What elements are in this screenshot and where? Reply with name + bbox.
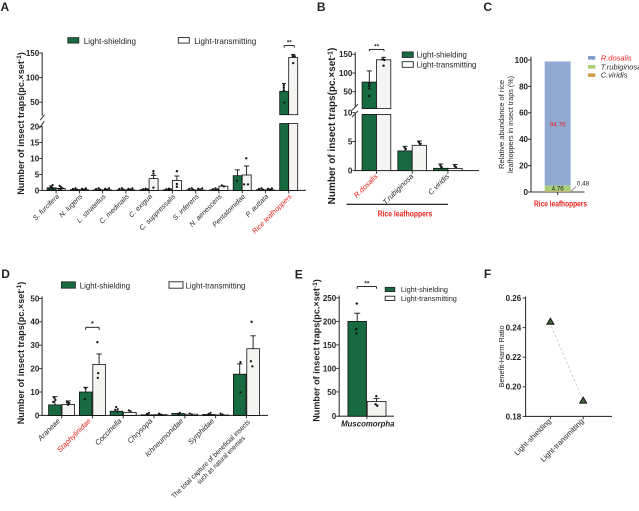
svg-text:0.18: 0.18	[506, 412, 522, 421]
svg-text:150: 150	[26, 49, 40, 58]
svg-text:0.22: 0.22	[506, 353, 522, 362]
svg-text:100: 100	[323, 364, 337, 373]
svg-text:C.viridis: C.viridis	[601, 71, 628, 80]
svg-text:200: 200	[323, 317, 337, 326]
svg-text:A: A	[1, 0, 10, 14]
svg-text:**: **	[364, 280, 370, 287]
svg-text:50: 50	[343, 88, 352, 97]
svg-text:100: 100	[339, 69, 353, 78]
svg-text:*: *	[91, 321, 94, 328]
svg-text:E: E	[295, 268, 303, 282]
svg-text:Light-shielding: Light-shielding	[80, 282, 130, 291]
svg-text:100: 100	[26, 74, 40, 83]
svg-text:5: 5	[348, 137, 353, 146]
svg-text:10: 10	[30, 388, 39, 397]
svg-text:60: 60	[519, 109, 528, 118]
svg-text:20: 20	[30, 122, 39, 131]
svg-text:Light-transmitting: Light-transmitting	[401, 294, 457, 303]
svg-text:50: 50	[30, 294, 39, 303]
svg-text:10: 10	[30, 154, 39, 163]
svg-text:Light-shielding: Light-shielding	[417, 51, 467, 60]
svg-text:D: D	[1, 267, 10, 281]
svg-text:50: 50	[30, 98, 39, 107]
svg-text:10: 10	[343, 109, 352, 118]
svg-text:R.dosalis: R.dosalis	[601, 53, 632, 62]
svg-text:Number of insect traps(pc.×set: Number of insect traps(pc.×set-1)	[16, 52, 26, 195]
svg-text:Light-transmitting: Light-transmitting	[417, 60, 477, 69]
svg-text:Light-transmitting: Light-transmitting	[194, 37, 256, 46]
svg-text:15: 15	[30, 138, 39, 147]
svg-text:30: 30	[30, 341, 39, 350]
svg-text:0: 0	[35, 186, 40, 195]
svg-text:50: 50	[327, 388, 336, 397]
svg-text:Number of insect traps(pc.×set: Number of insect traps(pc.×set-1)	[325, 48, 338, 205]
svg-text:Light-transmitting: Light-transmitting	[186, 282, 246, 291]
svg-text:B: B	[317, 0, 326, 14]
svg-text:40: 40	[30, 318, 39, 327]
svg-text:C: C	[483, 0, 492, 14]
svg-text:0.26: 0.26	[506, 294, 522, 303]
svg-text:40: 40	[519, 135, 528, 144]
svg-text:4.76: 4.76	[552, 185, 565, 192]
svg-text:20: 20	[30, 365, 39, 374]
svg-text:**: **	[287, 40, 292, 47]
svg-text:0.48: 0.48	[577, 181, 590, 188]
svg-text:0: 0	[524, 188, 529, 197]
svg-text:Rice leafhoppers: Rice leafhoppers	[534, 200, 588, 209]
svg-text:Number of insect traps(pc.×set: Number of insect traps(pc.×set-1)	[16, 282, 26, 425]
svg-text:20: 20	[519, 162, 528, 171]
svg-text:0.24: 0.24	[506, 324, 522, 333]
svg-text:0: 0	[348, 166, 353, 175]
svg-text:Rice leafhoppers: Rice leafhoppers	[378, 210, 433, 219]
svg-text:0.20: 0.20	[506, 383, 522, 392]
svg-text:Number of insect traps(pc.×set: Number of insect traps(pc.×set-1)	[312, 279, 322, 422]
svg-text:Light-shielding: Light-shielding	[84, 37, 136, 46]
svg-text:94.76: 94.76	[550, 121, 566, 128]
svg-text:100: 100	[515, 56, 529, 65]
svg-text:150: 150	[339, 50, 353, 59]
svg-text:Muscomorpha: Muscomorpha	[341, 420, 395, 429]
svg-text:0: 0	[332, 412, 337, 421]
svg-text:80: 80	[519, 82, 528, 91]
svg-text:5: 5	[35, 170, 40, 179]
svg-text:Relative abundance of rice: Relative abundance of rice	[499, 80, 506, 169]
svg-text:0: 0	[35, 411, 40, 420]
svg-text:250: 250	[323, 294, 337, 303]
svg-text:F: F	[484, 267, 491, 281]
svg-text:Light-shielding: Light-shielding	[401, 285, 448, 294]
svg-text:leafhoppers in insect traps (%: leafhoppers in insect traps (%)	[508, 76, 515, 173]
svg-text:**: **	[374, 44, 379, 51]
svg-text:150: 150	[323, 341, 337, 350]
